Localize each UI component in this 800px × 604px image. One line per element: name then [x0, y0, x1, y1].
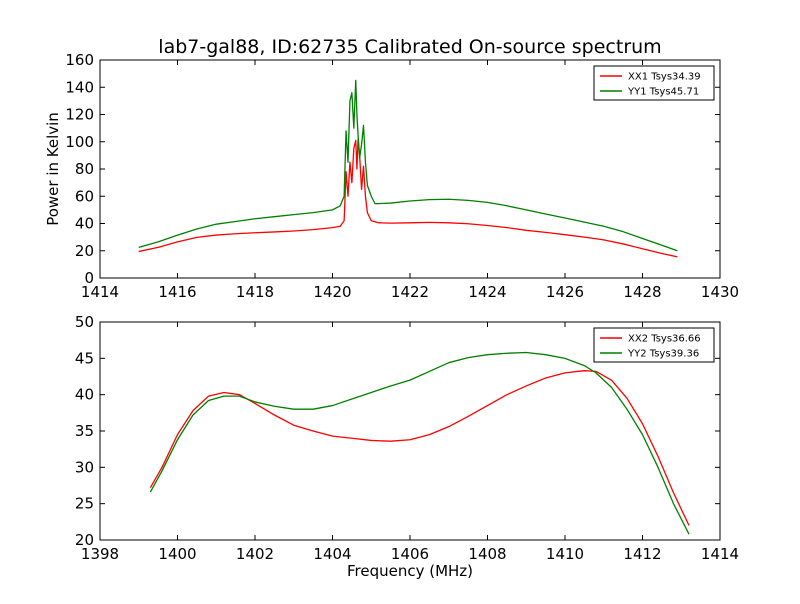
x-tick-label: 1422: [391, 283, 429, 301]
y-tick-label: 20: [75, 242, 94, 260]
series-line-2-1: [149, 370, 690, 526]
y-tick-label: 100: [65, 133, 94, 151]
top-panel: 1414 1416 1418 1420 1422 1424 1426 1428 1430 0 20 4…: [65, 51, 739, 301]
x-tick-label: 1398: [81, 545, 119, 563]
x-tick-label: 1414: [701, 545, 739, 563]
x-tick-label: 1400: [158, 545, 196, 563]
y-tick-label: 60: [75, 187, 94, 205]
y-tick-label: 30: [75, 458, 94, 476]
chart-title: lab7-gal88, ID:62735 Calibrated On-sourc…: [158, 36, 661, 58]
y-tick-label: 160: [65, 51, 94, 69]
x-tick-label: 1402: [236, 545, 274, 563]
x-tick-label: 1404: [313, 545, 351, 563]
y-axis-label: Power in Kelvin: [44, 112, 62, 226]
x-tick-label: 1428: [623, 283, 661, 301]
x-tick-label: 1420: [313, 283, 351, 301]
x-tick-label: 1410: [546, 545, 584, 563]
legend: XX1 Tsys34.39 YY1 Tsys45.71: [593, 65, 715, 101]
legend-entry: YY1 Tsys45.71: [627, 87, 699, 98]
y-tick-label: 20: [75, 531, 94, 549]
legend-entry: XX2 Tsys36.66: [628, 334, 701, 345]
x-axis-label: Frequency (MHz): [347, 562, 473, 580]
series-line-1-2: [138, 79, 678, 252]
legend-entry: XX1 Tsys34.39: [628, 72, 701, 83]
x-tick-label: 1406: [391, 545, 429, 563]
x-tick-label: 1416: [158, 283, 196, 301]
y-tick-label: 40: [75, 386, 94, 404]
series-line-2-2: [149, 351, 690, 535]
x-tick-label: 1426: [546, 283, 584, 301]
y-tick-label: 25: [75, 495, 94, 513]
legend: XX2 Tsys36.66 YY2 Tsys39.36: [593, 327, 715, 363]
x-tick-label: 1408: [468, 545, 506, 563]
y-tick-label: 45: [75, 349, 94, 367]
x-tick-label: 1412: [623, 545, 661, 563]
x-tick-label: 1430: [701, 283, 739, 301]
y-tick-label: 0: [84, 269, 94, 287]
y-tick-label: 80: [75, 160, 94, 178]
y-tick-label: 50: [75, 313, 94, 331]
x-tick-label: 1424: [468, 283, 506, 301]
legend-box: [593, 65, 715, 101]
y-tick-label: 120: [65, 106, 94, 124]
x-tick-label: 1414: [81, 283, 119, 301]
y-tick-label: 140: [65, 78, 94, 96]
series-line-1-1: [138, 138, 678, 258]
legend-box: [593, 327, 715, 363]
y-tick-label: 40: [75, 215, 94, 233]
legend-entry: YY2 Tsys39.36: [627, 349, 699, 360]
bottom-panel: 1398 1400 1402 1404 1406 1408 1410 1412 1414 20 25…: [75, 313, 739, 563]
y-tick-label: 35: [75, 422, 94, 440]
x-tick-label: 1418: [236, 283, 274, 301]
